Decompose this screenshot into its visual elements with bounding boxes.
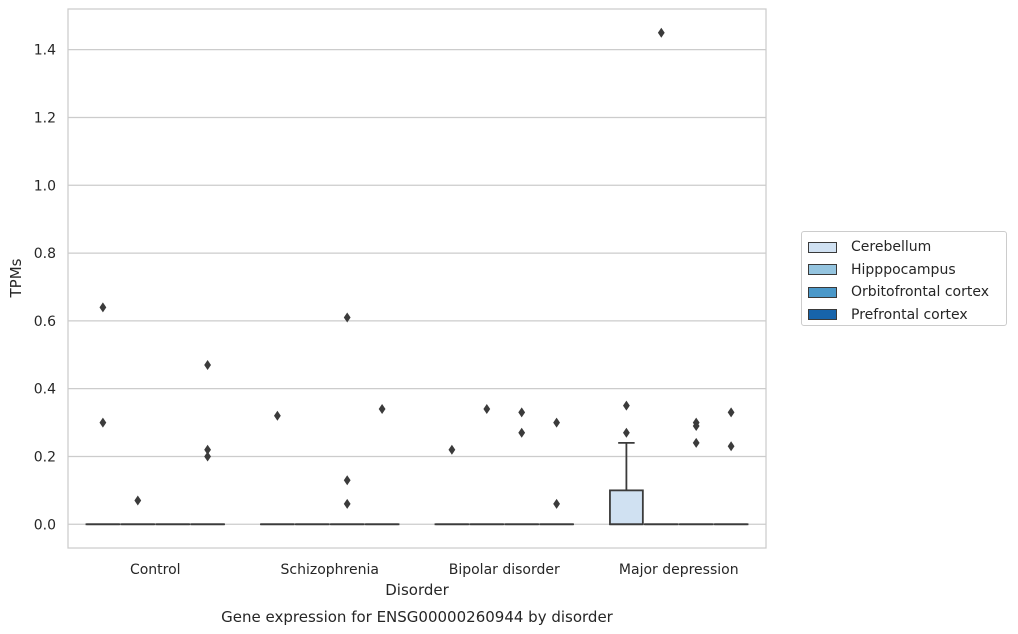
y-tick-label: 0.8: [34, 246, 56, 262]
chart-title: Gene expression for ENSG00000260944 by d…: [221, 608, 614, 626]
legend: Cerebellum Hipppocampus Orbitofrontal cort…: [801, 231, 1007, 326]
outlier-point: [692, 420, 700, 431]
legend-item: Orbitofrontal cortex: [808, 281, 1006, 304]
y-tick-label: 0.6: [34, 314, 56, 330]
y-tick-label: 1.4: [34, 43, 56, 59]
legend-item: Cerebellum: [808, 236, 1006, 259]
outlier-point: [274, 410, 281, 421]
outlier-point: [134, 495, 142, 506]
box-hipppocampus: [469, 404, 505, 526]
box-prefrontal-cortex: [364, 404, 400, 526]
outlier-point: [657, 27, 665, 38]
outlier-point: [204, 451, 211, 462]
x-tick-label: Bipolar disorder: [449, 562, 560, 578]
outlier-point: [204, 359, 211, 370]
y-tick-label: 0.2: [34, 449, 56, 465]
outlier-point: [553, 498, 560, 509]
outlier-point: [727, 407, 735, 418]
legend-swatch: [808, 309, 837, 321]
legend-item: Prefrontal cortex: [808, 304, 1006, 327]
outlier-point: [99, 302, 107, 313]
legend-swatch: [808, 241, 837, 253]
outlier-point: [483, 404, 491, 415]
box-cerebellum: [609, 400, 644, 526]
box-hipppocampus: [120, 495, 156, 526]
box-cerebellum: [434, 444, 470, 526]
x-tick-label: Control: [130, 562, 181, 578]
outlier-point: [727, 441, 735, 452]
box-cerebellum: [85, 302, 121, 526]
x-tick-label: Major depression: [619, 562, 739, 578]
plot-marks: [85, 27, 749, 526]
outlier-point: [343, 475, 351, 486]
outlier-point: [448, 444, 456, 455]
box-orbitofrontal-cortex: [329, 312, 365, 526]
outlier-point: [99, 417, 107, 428]
x-axis-label: Disorder: [385, 581, 449, 599]
outlier-point: [343, 312, 351, 323]
legend-label: Cerebellum: [851, 239, 932, 256]
legend-label: Prefrontal cortex: [851, 306, 968, 323]
outlier-point: [343, 498, 351, 509]
y-tick-label: 0.4: [34, 382, 56, 398]
y-tick-label: 1.0: [34, 178, 56, 194]
box-orbitofrontal-cortex: [504, 407, 540, 526]
y-tick-label: 1.2: [34, 110, 56, 126]
x-tick-label: Schizophrenia: [281, 562, 379, 578]
outlier-point: [204, 444, 211, 455]
box-prefrontal-cortex: [539, 417, 574, 526]
box-prefrontal-cortex: [190, 359, 225, 526]
legend-swatch: [808, 286, 837, 298]
box-prefrontal-cortex: [713, 407, 749, 526]
legend-label: Orbitofrontal cortex: [851, 284, 989, 301]
outlier-point: [692, 437, 700, 448]
legend-item: Hipppocampus: [808, 259, 1006, 282]
y-axis-ticks: 0.0 0.2 0.4 0.6 0.8 1.0 1.2 1.4: [34, 43, 56, 534]
outlier-point: [378, 404, 386, 415]
box-orbitofrontal-cortex: [678, 417, 714, 526]
box-cerebellum: [260, 410, 295, 526]
legend-swatch: [808, 264, 837, 276]
outlier-point: [623, 400, 630, 411]
box-body: [609, 489, 644, 526]
plot-frame: [67, 8, 767, 549]
legend-label: Hipppocampus: [851, 261, 956, 278]
y-tick-label: 0.0: [34, 517, 56, 533]
x-axis-ticks: Control Schizophrenia Bipolar disorder Majo…: [130, 562, 739, 578]
y-axis-label: TPMs: [7, 258, 25, 298]
outlier-point: [518, 407, 526, 418]
outlier-point: [553, 417, 560, 428]
outlier-point: [623, 427, 630, 438]
box-hipppocampus: [643, 27, 679, 526]
gridlines: [68, 49, 766, 525]
outlier-point: [518, 427, 526, 438]
